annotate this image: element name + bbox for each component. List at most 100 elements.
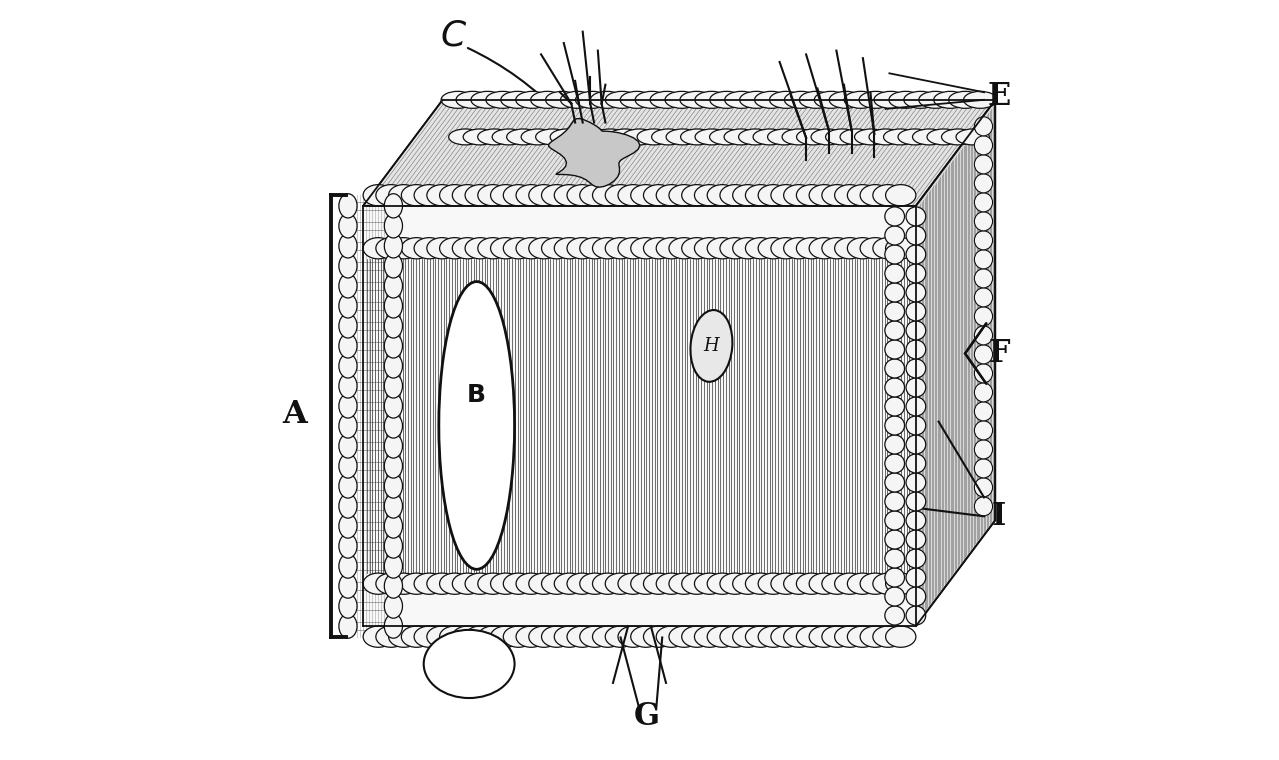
Ellipse shape — [868, 129, 903, 145]
Ellipse shape — [560, 91, 593, 109]
Ellipse shape — [835, 573, 865, 594]
Ellipse shape — [797, 573, 826, 594]
Ellipse shape — [975, 136, 993, 155]
Ellipse shape — [363, 573, 394, 594]
Ellipse shape — [810, 573, 839, 594]
Ellipse shape — [618, 626, 648, 648]
Ellipse shape — [906, 568, 926, 587]
Ellipse shape — [605, 91, 638, 109]
Ellipse shape — [872, 185, 903, 206]
Ellipse shape — [593, 129, 627, 145]
Ellipse shape — [453, 185, 482, 206]
Ellipse shape — [906, 321, 926, 340]
Ellipse shape — [579, 185, 610, 206]
Ellipse shape — [466, 573, 495, 594]
Ellipse shape — [885, 454, 904, 473]
Ellipse shape — [449, 129, 482, 145]
Ellipse shape — [811, 129, 844, 145]
Ellipse shape — [423, 630, 514, 698]
Text: B: B — [467, 383, 486, 407]
Ellipse shape — [457, 91, 490, 109]
Ellipse shape — [906, 492, 926, 511]
Ellipse shape — [440, 185, 469, 206]
Ellipse shape — [975, 288, 993, 307]
Ellipse shape — [478, 185, 508, 206]
Ellipse shape — [453, 626, 482, 648]
Ellipse shape — [975, 155, 993, 174]
Ellipse shape — [592, 573, 623, 594]
Ellipse shape — [784, 185, 813, 206]
Ellipse shape — [491, 626, 521, 648]
Ellipse shape — [384, 554, 403, 578]
Ellipse shape — [650, 91, 683, 109]
Ellipse shape — [339, 314, 357, 338]
Ellipse shape — [725, 91, 758, 109]
Ellipse shape — [770, 91, 803, 109]
Ellipse shape — [975, 307, 993, 326]
Ellipse shape — [975, 326, 993, 345]
Ellipse shape — [384, 354, 403, 378]
Ellipse shape — [440, 573, 469, 594]
Polygon shape — [363, 100, 995, 206]
Ellipse shape — [822, 185, 852, 206]
Ellipse shape — [656, 626, 687, 648]
Ellipse shape — [720, 573, 751, 594]
Ellipse shape — [363, 185, 394, 206]
Ellipse shape — [975, 345, 993, 364]
Ellipse shape — [906, 511, 926, 530]
Ellipse shape — [694, 91, 728, 109]
Ellipse shape — [949, 91, 982, 109]
Ellipse shape — [885, 283, 904, 302]
Ellipse shape — [402, 626, 431, 648]
Ellipse shape — [618, 573, 648, 594]
Ellipse shape — [656, 573, 687, 594]
Ellipse shape — [840, 129, 874, 145]
Ellipse shape — [339, 194, 357, 218]
Ellipse shape — [491, 238, 521, 259]
Ellipse shape — [822, 626, 852, 648]
Ellipse shape — [707, 626, 738, 648]
Ellipse shape — [550, 129, 583, 145]
Ellipse shape — [784, 573, 813, 594]
Ellipse shape — [339, 574, 357, 598]
Ellipse shape — [848, 626, 877, 648]
Ellipse shape — [906, 340, 926, 359]
Ellipse shape — [906, 207, 926, 226]
Ellipse shape — [666, 129, 700, 145]
Ellipse shape — [906, 530, 926, 549]
Ellipse shape — [885, 568, 904, 587]
Ellipse shape — [885, 511, 904, 530]
Ellipse shape — [885, 264, 904, 283]
Ellipse shape — [848, 573, 877, 594]
Ellipse shape — [339, 434, 357, 458]
Ellipse shape — [339, 254, 357, 278]
Ellipse shape — [963, 91, 996, 109]
Ellipse shape — [682, 185, 712, 206]
Ellipse shape — [402, 573, 431, 594]
Ellipse shape — [384, 234, 403, 258]
Ellipse shape — [906, 473, 926, 492]
Polygon shape — [916, 100, 995, 626]
Ellipse shape — [885, 359, 904, 378]
Ellipse shape — [906, 416, 926, 435]
Ellipse shape — [384, 314, 403, 338]
Ellipse shape — [384, 414, 403, 438]
Ellipse shape — [738, 129, 773, 145]
Ellipse shape — [339, 334, 357, 358]
Ellipse shape — [755, 91, 788, 109]
Ellipse shape — [733, 573, 764, 594]
Ellipse shape — [733, 238, 764, 259]
Ellipse shape — [885, 226, 904, 245]
Ellipse shape — [339, 214, 357, 238]
Ellipse shape — [885, 492, 904, 511]
Ellipse shape — [885, 397, 904, 416]
Ellipse shape — [339, 414, 357, 438]
Ellipse shape — [605, 573, 636, 594]
Text: F: F — [989, 338, 1010, 369]
Ellipse shape — [579, 238, 610, 259]
Text: $\mathit{C}$: $\mathit{C}$ — [440, 18, 468, 52]
Ellipse shape — [898, 129, 931, 145]
Ellipse shape — [623, 129, 656, 145]
Ellipse shape — [384, 214, 403, 238]
Ellipse shape — [874, 91, 907, 109]
